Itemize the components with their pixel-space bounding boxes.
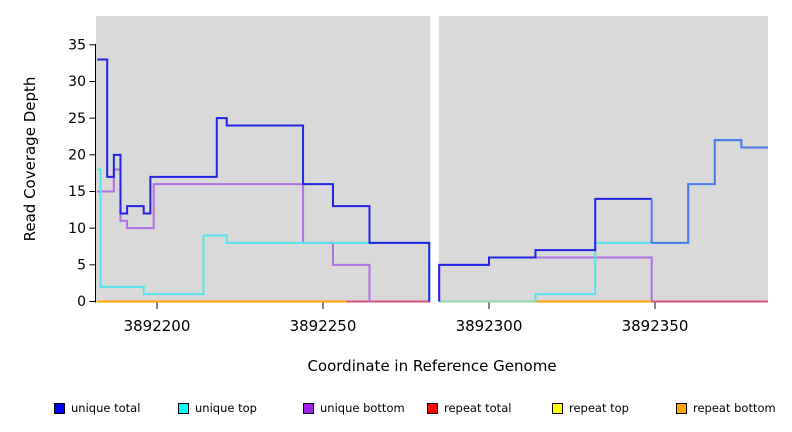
y-tick-label: 15 — [68, 184, 86, 200]
legend-label: repeat top — [569, 401, 629, 415]
legend-item-repeat-total: repeat total — [427, 399, 511, 417]
x-tick-label: 3892350 — [622, 317, 689, 335]
legend-swatch-icon — [676, 402, 687, 414]
y-tick-label: 35 — [68, 38, 86, 54]
y-tick-label: 5 — [77, 258, 86, 274]
legend-item-unique-total: unique total — [54, 399, 140, 417]
series-unique-total-line — [438, 197, 652, 302]
x-tick-label: 3892200 — [124, 317, 191, 335]
legend-swatch-icon — [427, 402, 438, 414]
series-unique-total-line — [97, 58, 431, 302]
plot-panel-left — [96, 16, 431, 303]
legend-label: unique bottom — [320, 401, 405, 415]
y-tick-label: 10 — [68, 221, 86, 237]
legend-item-unique-top: unique top — [178, 399, 257, 417]
x-tick-label: 3892250 — [290, 317, 357, 335]
legend-label: unique top — [195, 401, 257, 415]
plot-panel-right — [438, 16, 768, 303]
legend-label: unique total — [71, 401, 141, 415]
y-tick-label: 25 — [68, 111, 86, 127]
legend-swatch-icon — [552, 402, 563, 414]
x-axis-title: Coordinate in Reference Genome — [307, 357, 557, 375]
legend-swatch-icon — [54, 402, 65, 414]
legend-item-repeat-top: repeat top — [552, 399, 629, 417]
legend-swatch-icon — [178, 402, 189, 414]
legend-item-repeat-bottom: repeat bottom — [676, 399, 776, 417]
x-tick-label: 3892300 — [456, 317, 523, 335]
legend-label: repeat total — [444, 401, 512, 415]
series-unique-total-line — [650, 139, 768, 244]
legend-label: repeat bottom — [693, 401, 776, 415]
y-tick-label: 20 — [68, 148, 86, 164]
series-unique-bottom-line — [97, 168, 371, 302]
legend-swatch-icon — [303, 402, 314, 414]
y-tick-label: 0 — [77, 294, 86, 310]
y-axis-title: Read Coverage Depth — [21, 76, 39, 242]
chart-legend: unique total unique top unique bottom repea… — [0, 399, 792, 419]
legend-item-unique-bottom: unique bottom — [303, 399, 405, 417]
series-unique-top-line — [97, 168, 431, 302]
y-tick-label: 30 — [68, 74, 86, 90]
